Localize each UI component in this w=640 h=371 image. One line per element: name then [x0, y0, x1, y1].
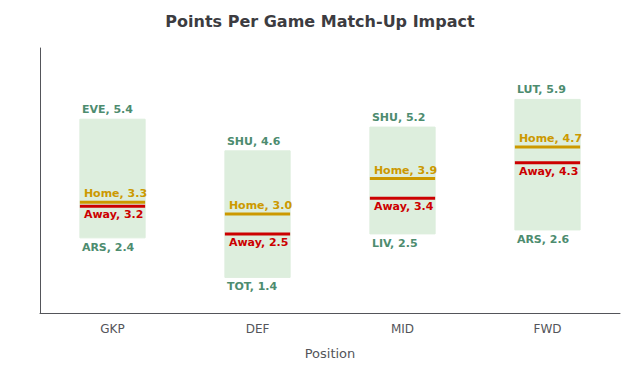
svg-text:LUT, 5.9: LUT, 5.9 — [517, 83, 566, 96]
svg-text:FWD: FWD — [533, 322, 561, 336]
svg-text:Home, 3.0: Home, 3.0 — [229, 199, 293, 212]
svg-text:Away, 4.3: Away, 4.3 — [519, 165, 579, 178]
svg-text:Home, 3.9: Home, 3.9 — [374, 164, 437, 177]
svg-text:Position: Position — [305, 346, 356, 361]
svg-text:SHU, 5.2: SHU, 5.2 — [372, 111, 426, 124]
svg-text:LIV, 2.5: LIV, 2.5 — [372, 237, 418, 250]
svg-text:Home, 4.7: Home, 4.7 — [519, 132, 582, 145]
svg-text:ARS, 2.4: ARS, 2.4 — [82, 241, 135, 254]
svg-text:Away, 3.2: Away, 3.2 — [84, 208, 144, 221]
svg-text:SHU, 4.6: SHU, 4.6 — [227, 135, 281, 148]
svg-text:Away, 3.4: Away, 3.4 — [374, 200, 434, 213]
svg-text:Away, 2.5: Away, 2.5 — [229, 236, 289, 249]
svg-text:Home, 3.3: Home, 3.3 — [84, 187, 147, 200]
svg-text:TOT, 1.4: TOT, 1.4 — [227, 280, 278, 293]
svg-text:GKP: GKP — [100, 322, 124, 336]
svg-text:DEF: DEF — [246, 322, 270, 336]
svg-text:MID: MID — [391, 322, 414, 336]
svg-text:EVE, 5.4: EVE, 5.4 — [82, 103, 133, 116]
svg-text:Points Per Game Match-Up Impac: Points Per Game Match-Up Impact — [165, 12, 475, 31]
svg-text:ARS, 2.6: ARS, 2.6 — [517, 233, 570, 246]
